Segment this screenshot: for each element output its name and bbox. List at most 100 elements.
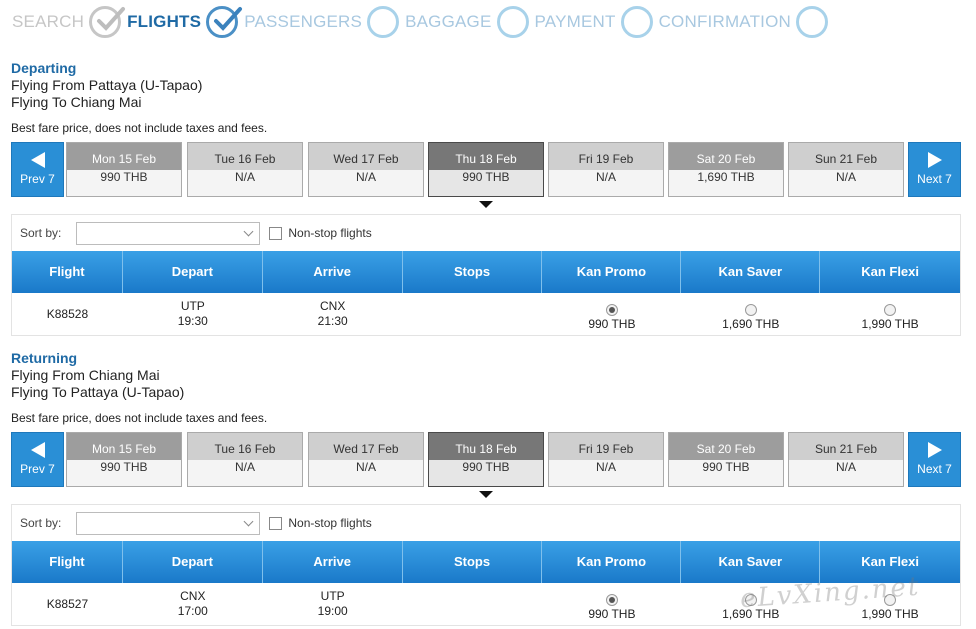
returning-date-strip: Prev 7 Mon 15 Feb 990 THB Tue 16 Feb N/A…: [11, 432, 961, 498]
returning-date-wed-17[interactable]: Wed 17 Feb N/A: [308, 432, 424, 487]
departing-nonstop-filter[interactable]: Non-stop flights: [269, 226, 372, 240]
date-price: N/A: [355, 460, 376, 474]
returning-nonstop-checkbox[interactable]: [269, 516, 283, 530]
returning-date-sat-20[interactable]: Sat 20 Feb 990 THB: [668, 432, 784, 487]
saver-fare-option[interactable]: 1,690 THB: [681, 293, 820, 335]
departing-date-strip: Prev 7 Mon 15 Feb 990 THB Tue 16 Feb N/A…: [11, 142, 961, 208]
step-search-check-icon: [89, 6, 126, 38]
departing-date-wed-17[interactable]: Wed 17 Feb N/A: [308, 142, 424, 197]
departing-to: Flying To Chiang Mai: [11, 94, 142, 110]
flexi-fare-option[interactable]: 1,990 THB: [820, 583, 960, 625]
flexi-price: 1,990 THB: [861, 317, 919, 331]
departing-flight-table: Sort by: Non-stop flights Flight Depart …: [11, 214, 961, 336]
col-kan-saver: Kan Saver: [681, 541, 821, 583]
departing-date-sun-21[interactable]: Sun 21 Feb N/A: [788, 142, 904, 197]
table-row: K88528 UTP 19:30 CNX 21:30 990 THB 1,690…: [12, 293, 960, 335]
returning-fare-note: Best fare price, does not include taxes …: [11, 411, 268, 425]
step-confirmation: CONFIRMATION: [659, 6, 834, 38]
returning-sort-select[interactable]: [76, 511, 261, 535]
flexi-fare-option[interactable]: 1,990 THB: [820, 293, 960, 335]
date-day: Fri 19 Feb: [549, 433, 663, 460]
departing-section: Departing Flying From Pattaya (U-Tapao) …: [11, 60, 961, 336]
returning-date-thu-18[interactable]: Thu 18 Feb 990 THB: [428, 432, 544, 487]
promo-fare-radio[interactable]: [605, 304, 618, 316]
sort-label: Sort by:: [20, 516, 62, 530]
depart-cell: UTP 19:30: [123, 293, 263, 335]
col-arrive: Arrive: [263, 251, 403, 293]
arrow-right-icon: [927, 442, 942, 458]
date-price: 1,690 THB: [697, 170, 755, 184]
departing-next-week-button[interactable]: Next 7: [908, 142, 961, 197]
returning-prev-week-button[interactable]: Prev 7: [11, 432, 64, 487]
col-flight: Flight: [12, 541, 123, 583]
step-payment-label: PAYMENT: [534, 12, 616, 31]
promo-fare-radio[interactable]: [605, 594, 618, 606]
departing-prev-week-button[interactable]: Prev 7: [11, 142, 64, 197]
arrow-left-icon: [30, 442, 45, 458]
returning-to: Flying To Pattaya (U-Tapao): [11, 384, 185, 400]
departing-date-sat-20[interactable]: Sat 20 Feb 1,690 THB: [668, 142, 784, 197]
arrive-code: UTP: [320, 589, 345, 603]
arrive-code: CNX: [320, 299, 346, 313]
date-day: Tue 16 Feb: [188, 433, 302, 460]
stops-cell: [403, 583, 543, 625]
step-passengers: PASSENGERS: [244, 6, 405, 38]
saver-fare-radio[interactable]: [744, 304, 757, 316]
returning-next-week-button[interactable]: Next 7: [908, 432, 961, 487]
date-day: Sat 20 Feb: [669, 143, 783, 170]
date-day: Tue 16 Feb: [188, 143, 302, 170]
date-price: 990 THB: [702, 460, 750, 474]
date-day: Fri 19 Feb: [549, 143, 663, 170]
next-label: Next 7: [917, 172, 952, 186]
promo-fare-option[interactable]: 990 THB: [542, 293, 681, 335]
returning-date-sun-21[interactable]: Sun 21 Feb N/A: [788, 432, 904, 487]
departing-date-fri-19[interactable]: Fri 19 Feb N/A: [548, 142, 664, 197]
date-day: Sun 21 Feb: [789, 433, 903, 460]
returning-flight-table: Sort by: Non-stop flights Flight Depart …: [11, 504, 961, 626]
saver-fare-option[interactable]: 1,690 THB: [681, 583, 820, 625]
stops-cell: [403, 293, 543, 335]
selected-date-indicator-icon: [479, 491, 493, 498]
step-payment-circle-icon: [620, 6, 653, 38]
departing-date-thu-18[interactable]: Thu 18 Feb 990 THB: [428, 142, 544, 197]
date-price: N/A: [835, 460, 856, 474]
step-flights-label: FLIGHTS: [127, 12, 202, 31]
flexi-fare-radio[interactable]: [884, 304, 897, 316]
departing-sort-select[interactable]: [76, 221, 261, 245]
step-search[interactable]: SEARCH: [12, 6, 127, 38]
returning-sort-row: Sort by: Non-stop flights: [12, 505, 960, 541]
date-day: Mon 15 Feb: [67, 143, 181, 170]
departing-from: Flying From Pattaya (U-Tapao): [11, 77, 203, 93]
date-price: N/A: [234, 460, 255, 474]
date-price: N/A: [835, 170, 856, 184]
returning-table-header: Flight Depart Arrive Stops Kan Promo Kan…: [12, 541, 960, 583]
returning-nonstop-filter[interactable]: Non-stop flights: [269, 516, 372, 530]
date-day: Wed 17 Feb: [309, 143, 423, 170]
depart-time: 19:30: [177, 314, 208, 328]
depart-code: UTP: [180, 299, 205, 313]
step-passengers-label: PASSENGERS: [244, 12, 363, 31]
step-baggage-circle-icon: [496, 6, 529, 38]
date-price: 990 THB: [100, 170, 148, 184]
date-price: N/A: [355, 170, 376, 184]
returning-date-mon-15[interactable]: Mon 15 Feb 990 THB: [66, 432, 182, 487]
returning-date-fri-19[interactable]: Fri 19 Feb N/A: [548, 432, 664, 487]
step-passengers-circle-icon: [367, 6, 400, 38]
flexi-fare-radio[interactable]: [884, 594, 897, 606]
col-depart: Depart: [123, 251, 263, 293]
promo-fare-option[interactable]: 990 THB: [542, 583, 681, 625]
col-kan-promo: Kan Promo: [542, 251, 682, 293]
departing-title: Departing: [11, 60, 77, 76]
departing-nonstop-checkbox[interactable]: [269, 226, 283, 240]
step-baggage-label: BAGGAGE: [405, 12, 492, 31]
departing-date-tue-16[interactable]: Tue 16 Feb N/A: [187, 142, 303, 197]
date-price: 990 THB: [462, 460, 510, 474]
depart-cell: CNX 17:00: [123, 583, 263, 625]
step-flights[interactable]: FLIGHTS: [127, 6, 244, 38]
saver-fare-radio[interactable]: [744, 594, 757, 606]
departing-date-mon-15[interactable]: Mon 15 Feb 990 THB: [66, 142, 182, 197]
date-day: Mon 15 Feb: [67, 433, 181, 460]
date-day: Thu 18 Feb: [429, 433, 543, 460]
selected-date-indicator-icon: [479, 201, 493, 208]
returning-date-tue-16[interactable]: Tue 16 Feb N/A: [187, 432, 303, 487]
